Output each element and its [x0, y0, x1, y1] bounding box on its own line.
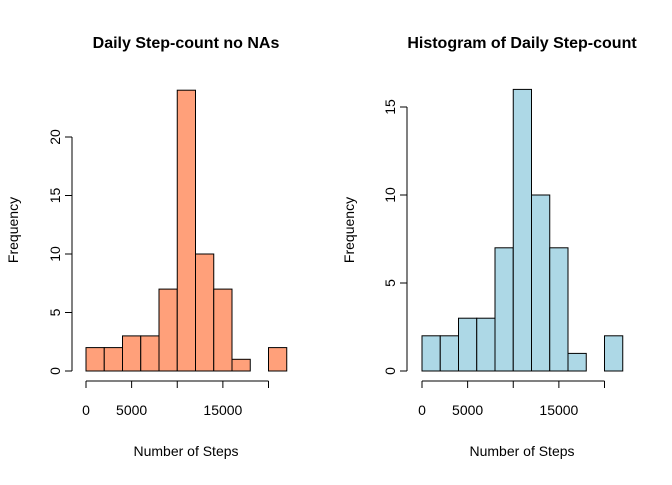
- left-histogram-bar: [122, 335, 142, 372]
- right-histogram-bar: [604, 335, 624, 372]
- right-histogram-bar: [512, 88, 532, 372]
- right-histogram-bar: [531, 194, 551, 372]
- left-y-tick-label: 5: [47, 308, 63, 316]
- left-y-axis-label: Frequency: [5, 197, 21, 263]
- left-y-tick-label: 15: [47, 188, 63, 204]
- right-x-tick-label: 0: [418, 402, 426, 418]
- left-x-tick-label: 15000: [203, 402, 242, 418]
- right-histogram-bar: [567, 352, 587, 372]
- right-chart-title: Histogram of Daily Step-count: [407, 35, 637, 52]
- right-histogram-bar: [549, 247, 569, 372]
- right-x-tick-label: 5000: [452, 402, 483, 418]
- left-x-axis-label: Number of Steps: [133, 443, 238, 459]
- right-y-tick-label: 10: [382, 187, 398, 203]
- right-histogram-bar: [421, 335, 441, 372]
- right-histogram-panel: Histogram of Daily Step-count Number of …: [341, 35, 637, 459]
- left-histogram-bar: [268, 347, 288, 372]
- left-y-tick-label: 0: [47, 367, 63, 375]
- left-x-tick-label: 0: [82, 402, 90, 418]
- right-histogram-bar: [494, 247, 514, 372]
- left-histogram-bar: [103, 347, 123, 372]
- right-histogram-bar: [458, 317, 478, 372]
- left-histogram-bar: [213, 288, 233, 372]
- left-histogram-bar: [85, 347, 105, 372]
- left-histogram-bar: [195, 253, 215, 372]
- right-y-axis-label: Frequency: [341, 197, 357, 263]
- left-histogram-bar: [231, 358, 251, 372]
- right-x-axis-label: Number of Steps: [469, 443, 574, 459]
- right-histogram-bar: [476, 317, 496, 372]
- left-y-tick-label: 20: [47, 129, 63, 145]
- left-chart-title: Daily Step-count no NAs: [93, 35, 280, 52]
- right-y-tick-label: 0: [382, 367, 398, 375]
- right-histogram-bar: [439, 335, 459, 372]
- right-y-tick-label: 5: [382, 279, 398, 287]
- left-histogram-bar: [140, 335, 160, 372]
- left-y-tick-label: 10: [47, 246, 63, 262]
- right-x-tick-label: 15000: [539, 402, 578, 418]
- left-histogram-panel: Daily Step-count no NAs Number of Steps …: [5, 35, 288, 459]
- left-x-tick-label: 5000: [116, 402, 147, 418]
- right-y-tick-label: 15: [382, 99, 398, 115]
- left-histogram-bar: [158, 288, 178, 372]
- left-histogram-bar: [176, 89, 196, 372]
